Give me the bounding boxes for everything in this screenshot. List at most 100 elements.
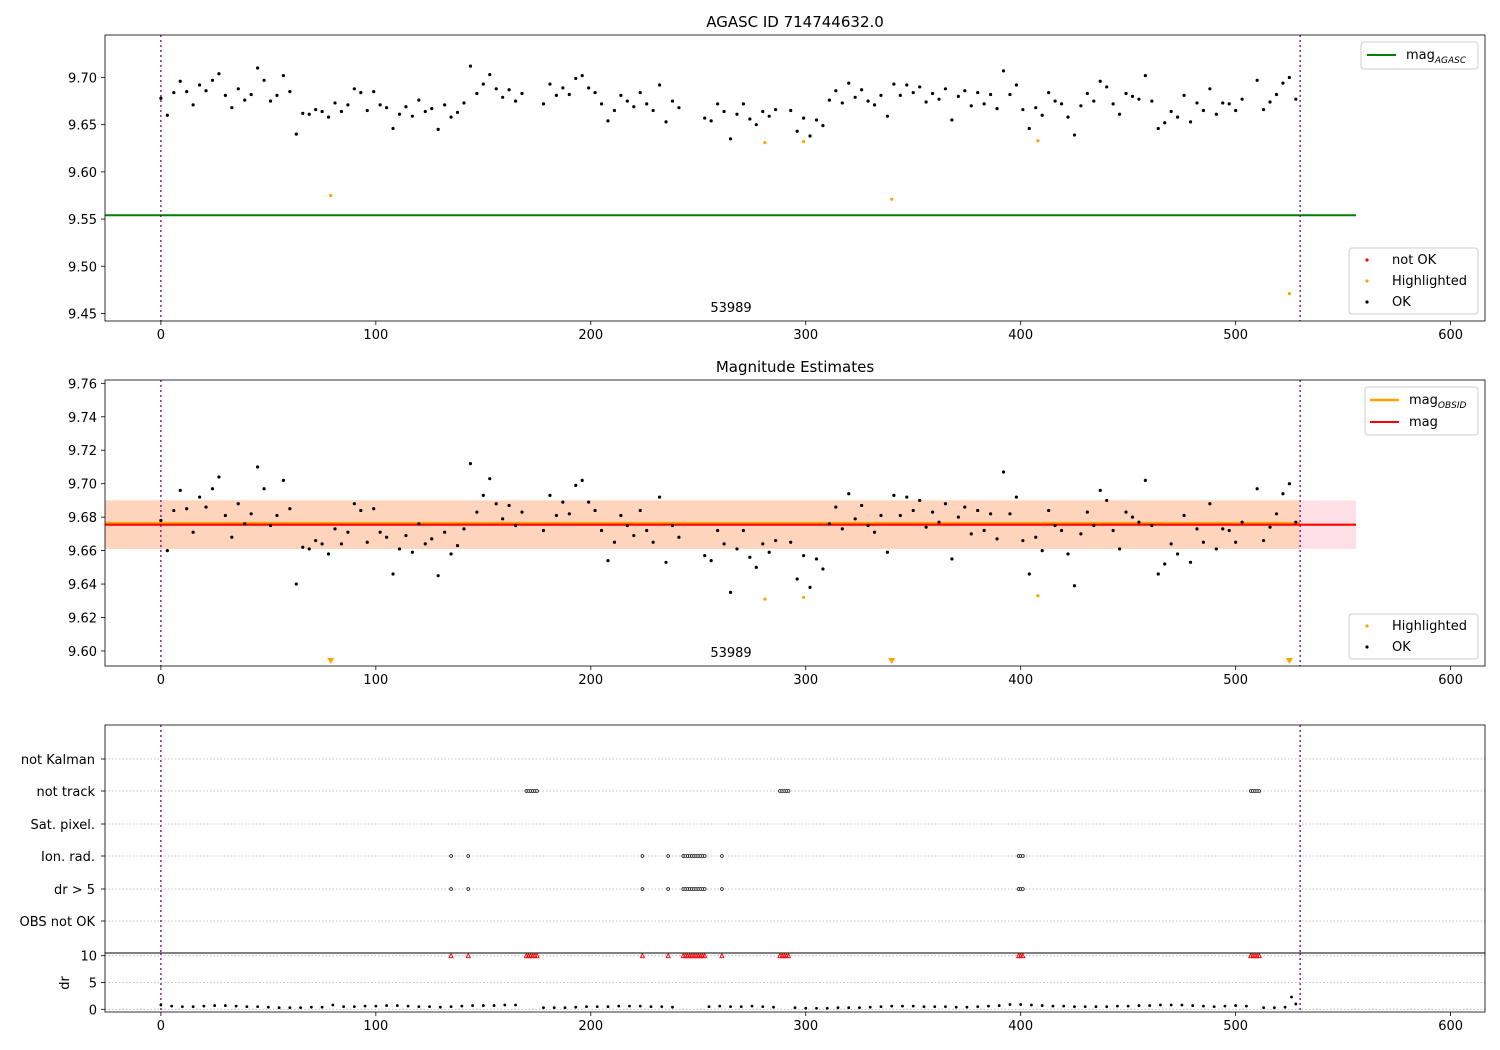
agasc-ok-point xyxy=(307,112,311,116)
agasc-ok-point xyxy=(1072,133,1077,137)
agasc-ok-point xyxy=(384,106,389,110)
dr-point xyxy=(847,1006,851,1010)
dr-point xyxy=(1073,1005,1076,1009)
agasc-ok-point xyxy=(834,89,838,93)
magnitude-estimates-annotation: 53989 xyxy=(710,646,751,661)
magnitude-ok-point xyxy=(898,513,902,518)
magnitude-ok-point xyxy=(314,538,318,543)
magnitude-ytick-label: 9.72 xyxy=(68,444,97,459)
magnitude-ok-point xyxy=(808,585,812,589)
magnitude-ok-point xyxy=(853,517,857,521)
dr-point xyxy=(1272,1006,1276,1010)
agasc-ok-point xyxy=(580,73,584,78)
dr-point xyxy=(750,1004,754,1008)
agasc-ok-point xyxy=(430,107,434,111)
agasc-ok-point xyxy=(1066,115,1070,119)
magnitude-ok-point xyxy=(995,537,999,541)
dr-point xyxy=(191,1005,195,1009)
dr-point xyxy=(1191,1004,1195,1007)
magnitude-ok-point xyxy=(1130,515,1135,519)
magnitude-ok-point xyxy=(339,542,344,546)
agasc-ok-point xyxy=(801,116,806,120)
magnitude-ok-point xyxy=(741,528,746,533)
agasc-ok-point xyxy=(1188,120,1193,124)
dr-xtick-label: 500 xyxy=(1223,1019,1248,1034)
agasc-ok-point xyxy=(346,103,350,107)
dr-point xyxy=(660,1005,664,1009)
agasc-ok-point xyxy=(1150,99,1154,103)
agasc-highlighted-point xyxy=(801,140,806,144)
agasc-ok-point xyxy=(1137,97,1141,101)
dr-point xyxy=(266,1005,270,1009)
magnitude-xtick-label: 300 xyxy=(793,673,818,688)
magnitude-ok-point xyxy=(905,495,909,499)
magnitude-ok-point xyxy=(767,550,771,554)
agasc-ok-point xyxy=(178,79,182,83)
magnitude-ok-point xyxy=(1040,548,1044,553)
agasc-ok-point xyxy=(443,103,447,107)
dr-point xyxy=(1148,1004,1152,1007)
dr-point xyxy=(922,1005,926,1009)
magnitude-ok-point xyxy=(307,547,311,551)
magnitude-ok-point xyxy=(716,528,720,533)
agasc-ok-point xyxy=(853,95,857,99)
magnitude-ok-point xyxy=(249,512,253,516)
magnitude-ok-point xyxy=(554,513,559,518)
agasc-ok-point xyxy=(1221,101,1225,105)
agasc-ok-point xyxy=(1274,92,1279,97)
flag-point xyxy=(640,887,645,891)
dr-point xyxy=(406,1004,410,1008)
magnitude-estimates-title: Magnitude Estimates xyxy=(716,358,874,376)
agasc-ok-point xyxy=(1261,107,1266,112)
dr-point xyxy=(718,1004,722,1008)
magnitude-ytick-label: 9.64 xyxy=(68,578,97,593)
agasc-ok-point xyxy=(911,90,915,95)
magnitude-ok-point xyxy=(574,483,578,487)
magnitude-line-legend: magOBSID mag xyxy=(1364,386,1479,436)
agasc-ok-point xyxy=(761,109,765,114)
flag-point xyxy=(786,789,791,793)
dr-point xyxy=(277,1006,281,1010)
magnitude-ok-point xyxy=(847,492,851,496)
dr-point xyxy=(342,1005,345,1009)
dr-point xyxy=(542,1006,545,1010)
magnitude-ok-point xyxy=(191,530,195,534)
agasc-ok-point xyxy=(670,99,675,103)
magnitude-offscale-marker xyxy=(1285,658,1293,664)
magnitude-ok-point xyxy=(359,508,363,513)
agasc-ok-point xyxy=(236,87,240,91)
dr-point xyxy=(331,1003,335,1007)
agasc-xtick-label: 500 xyxy=(1223,328,1248,343)
agasc-ok-point xyxy=(1287,75,1291,80)
agasc-ok-point xyxy=(754,123,758,127)
dr-point xyxy=(987,1004,990,1008)
agasc-ok-point xyxy=(1255,78,1259,82)
agasc-ok-point xyxy=(735,112,739,116)
dr-point xyxy=(1290,995,1293,999)
magnitude-ok-point xyxy=(599,528,604,533)
magnitude-ok-point xyxy=(1137,520,1141,524)
agasc-ok-point xyxy=(741,102,746,106)
magnitude-ok-point xyxy=(593,508,597,513)
agasc-line-legend-subscript: AGASC xyxy=(1434,56,1467,66)
agasc-ok-point xyxy=(333,101,337,105)
dr-xtick-label: 400 xyxy=(1008,1019,1033,1034)
agasc-ok-point xyxy=(449,115,453,119)
magnitude-ok-point xyxy=(352,502,356,506)
agasc-ok-point xyxy=(767,114,771,118)
dr-point xyxy=(1262,1006,1265,1010)
dr-point xyxy=(234,1004,238,1008)
agasc-ok-point xyxy=(1169,109,1173,114)
magnitude-ok-point xyxy=(722,542,726,546)
agasc-ok-point xyxy=(410,114,414,118)
magnitude-ok-point xyxy=(761,542,765,546)
agasc-ok-point xyxy=(1156,126,1160,131)
dr-point xyxy=(858,1006,861,1010)
dr-point xyxy=(617,1004,621,1008)
magnitude-ok-point xyxy=(606,559,610,563)
dr-point xyxy=(976,1005,980,1009)
magnitude-ok-point xyxy=(580,478,584,482)
agasc-ok-point xyxy=(294,132,298,136)
agasc-ok-point xyxy=(748,117,752,121)
agasc-ok-point xyxy=(703,116,707,120)
